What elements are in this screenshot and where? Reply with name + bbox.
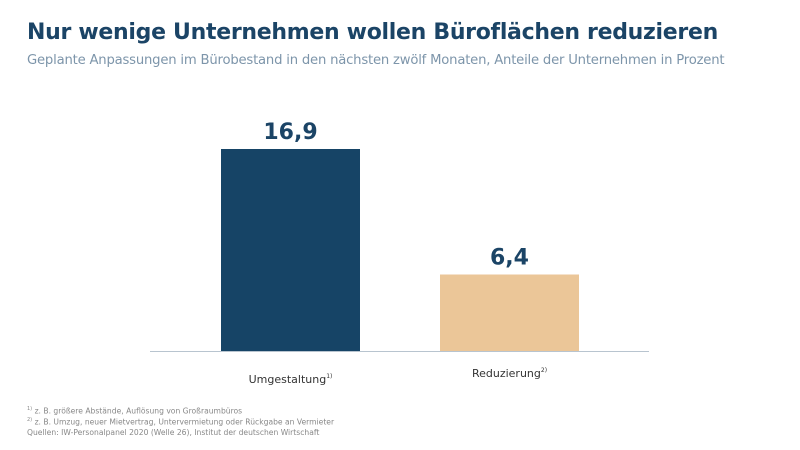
footnote-mark: 2) (27, 417, 33, 423)
source-note: Quellen: IW-Personalpanel 2020 (Welle 26… (27, 428, 320, 437)
bar-umgestaltung (221, 149, 360, 351)
footnote-1: 1) z. B. größere Abstände, Auflösung von… (27, 406, 242, 416)
footnote-mark: 1) (326, 373, 332, 380)
bar-reduzierung (440, 274, 579, 351)
footnote-2: 2) z. B. Umzug, neuer Mietvertrag, Unter… (27, 417, 334, 427)
footnote-mark: 1) (27, 406, 33, 412)
data-label: 6,4 (490, 246, 529, 271)
chart-subtitle: Geplante Anpassungen im Bürobestand in d… (27, 53, 725, 68)
category-label: Reduzierung2) (472, 367, 547, 380)
footnote-mark: 2) (541, 367, 547, 374)
category-label: Umgestaltung1) (249, 373, 333, 386)
footnote-text: z. B. Umzug, neuer Mietvertrag, Unterver… (34, 417, 335, 427)
category-name: Reduzierung (472, 367, 541, 380)
category-name: Umgestaltung (249, 373, 327, 386)
chart-title: Nur wenige Unternehmen wollen Bürofläche… (27, 20, 718, 45)
footnote-text: z. B. größere Abstände, Auflösung von Gr… (34, 406, 243, 416)
data-label: 16,9 (263, 120, 317, 145)
